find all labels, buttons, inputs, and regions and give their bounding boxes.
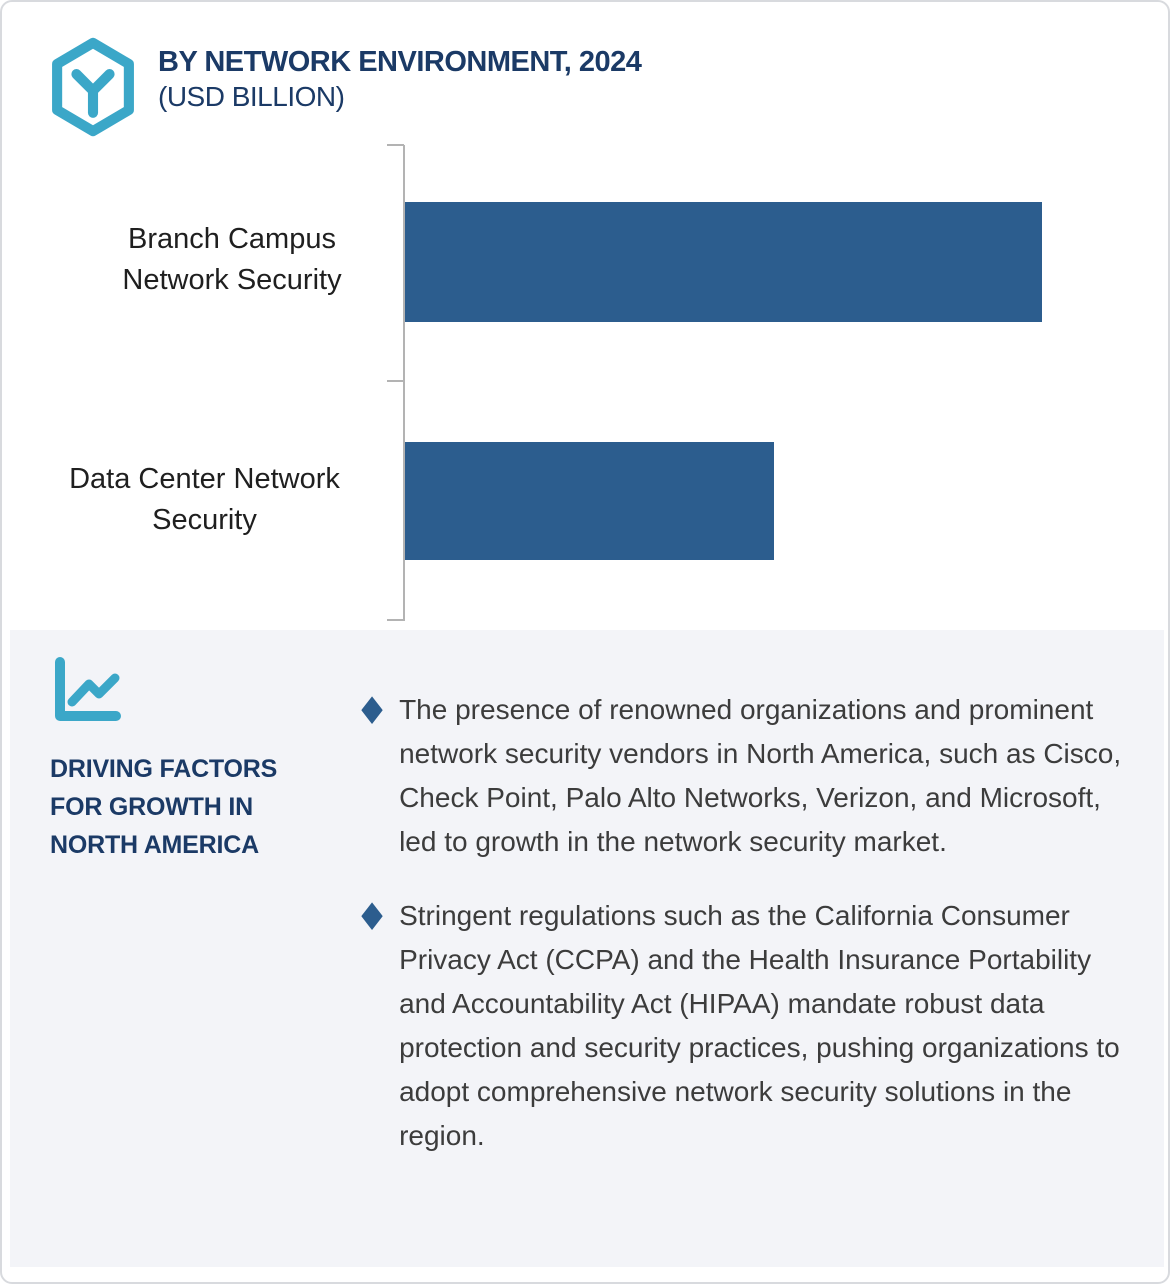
chart-title-block: BY NETWORK ENVIRONMENT, 2024 (USD BILLIO… (158, 44, 642, 114)
chart-title: BY NETWORK ENVIRONMENT, 2024 (158, 46, 642, 78)
driving-factors-heading: DRIVING FACTORS FOR GROWTH IN NORTH AMER… (50, 755, 278, 859)
axis-tick (387, 144, 404, 146)
axis-tick (387, 619, 404, 621)
category-label-branch-campus: Branch Campus Network Security (122, 223, 342, 296)
bullet-text: The presence of renowned organizations a… (399, 694, 1122, 857)
diamond-bullet-icon: ♦ (355, 895, 390, 939)
hexagon-y-logo-icon (52, 37, 134, 137)
chart-subtitle: (USD BILLION) (158, 81, 345, 112)
list-item: ♦ Stringent regulations such as the Cali… (355, 894, 1135, 1158)
driving-factors-panel: DRIVING FACTORS FOR GROWTH IN NORTH AMER… (10, 630, 1164, 1267)
bar-data-center-network-security (405, 442, 774, 560)
list-item: ♦ The presence of renowned organizations… (355, 688, 1135, 864)
category-axis-line (403, 145, 405, 621)
diamond-bullet-icon: ♦ (355, 689, 390, 733)
bar-branch-campus-network-security (405, 202, 1042, 322)
category-label-data-center: Data Center Network Security (69, 463, 340, 536)
driving-factors-list: ♦ The presence of renowned organizations… (355, 688, 1135, 1188)
axis-tick (387, 380, 404, 382)
bullet-text: Stringent regulations such as the Califo… (399, 900, 1120, 1151)
line-chart-icon (55, 657, 121, 721)
